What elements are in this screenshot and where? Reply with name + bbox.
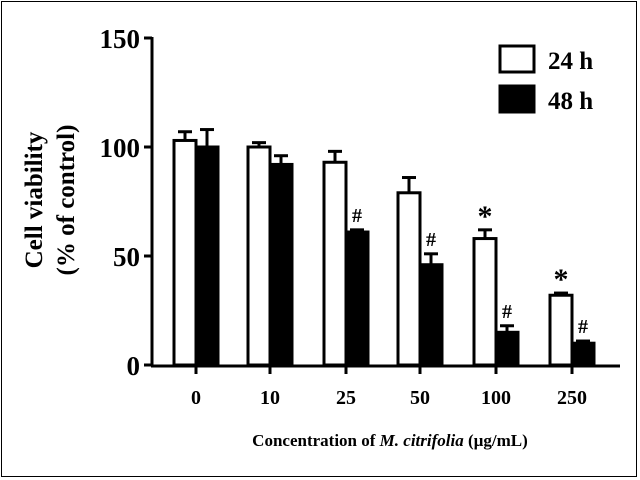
bar (548, 293, 574, 367)
significance-marker: # (352, 205, 362, 227)
y-tick-label: 100 (100, 133, 141, 163)
bar (494, 330, 520, 367)
x-tick-label: 250 (557, 387, 587, 409)
y-tick-label: 50 (113, 242, 140, 272)
bar (396, 191, 422, 367)
y-tick-label: 0 (127, 351, 141, 381)
bar (172, 138, 198, 367)
x-tick-label: 10 (260, 387, 280, 409)
bar (268, 162, 294, 367)
bars: * * # # # # (172, 128, 596, 367)
x-axis-label-prefix: Concentration of (252, 431, 379, 450)
legend-label: 48 h (548, 88, 593, 115)
bar (194, 145, 220, 367)
legend-swatch (498, 84, 536, 114)
x-axis: 0 10 25 50 100 250 (151, 364, 620, 409)
y-tick-label: 150 (100, 24, 141, 54)
legend-label: 24 h (548, 48, 593, 75)
significance-marker: # (502, 301, 512, 323)
x-tick-label: 25 (336, 387, 356, 409)
bar (322, 160, 348, 367)
legend: 24 h 48 h (498, 44, 593, 115)
x-axis-label-species: M. citrifolia (379, 431, 465, 450)
x-tick-label: 50 (410, 387, 430, 409)
x-tick-label: 0 (191, 387, 201, 409)
bar (246, 145, 272, 367)
significance-marker: * (554, 263, 569, 296)
y-axis: 0 50 100 150 (100, 24, 154, 381)
significance-marker: # (578, 316, 588, 338)
bar (418, 263, 444, 367)
x-axis-label-unit: (µg/mL) (464, 431, 528, 450)
significance-marker: # (426, 229, 436, 251)
bar (570, 341, 596, 367)
x-tick-label: 100 (481, 387, 511, 409)
y-axis-label-line2: (% of control) (53, 125, 80, 276)
significance-marker: * (478, 200, 493, 233)
y-axis-label-line1: Cell viability (21, 131, 48, 268)
bar (472, 237, 498, 367)
legend-swatch (498, 44, 536, 74)
x-axis-label: Concentration of M. citrifolia (µg/mL) (252, 431, 528, 450)
bar (344, 230, 370, 367)
